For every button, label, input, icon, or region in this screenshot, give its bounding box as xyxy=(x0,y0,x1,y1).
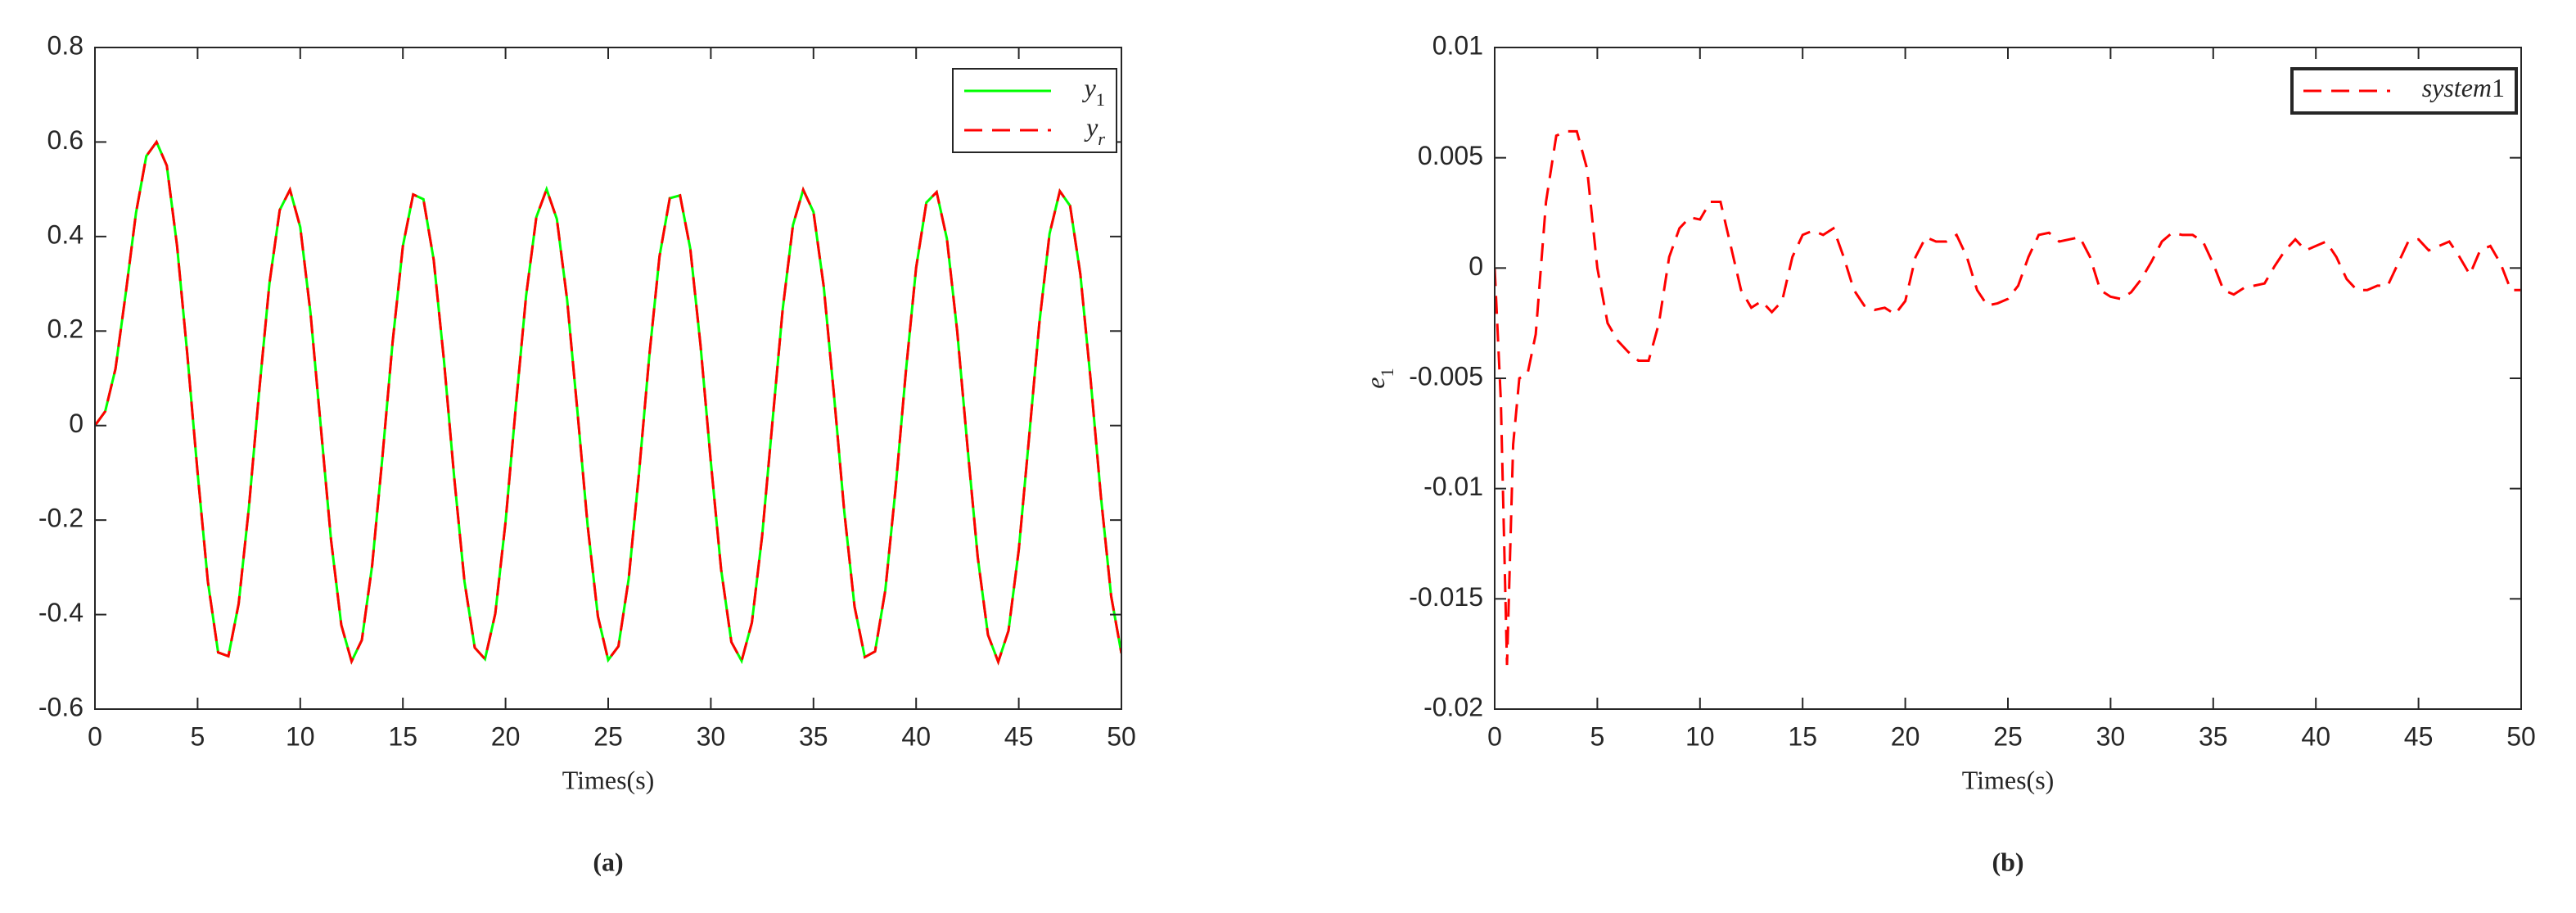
x-tick-label: 20 xyxy=(491,721,521,751)
plot-area xyxy=(1495,47,2521,709)
y-tick-label: 0.2 xyxy=(47,314,83,344)
x-tick-label: 0 xyxy=(1487,721,1502,751)
x-tick-label: 30 xyxy=(2096,721,2126,751)
legend-box xyxy=(2290,67,2518,115)
x-tick-label: 40 xyxy=(901,721,931,751)
y-tick-label: -0.01 xyxy=(1423,472,1483,501)
y-tick-label: 0.8 xyxy=(47,30,83,60)
x-tick-label: 5 xyxy=(1590,721,1605,751)
x-tick-label: 15 xyxy=(388,721,417,751)
y-tick-label: 0 xyxy=(1468,251,1483,281)
legend-label: y1 xyxy=(1082,73,1105,109)
x-tick-label: 0 xyxy=(88,721,102,751)
y-tick-label: -0.6 xyxy=(38,692,83,721)
data-line xyxy=(95,139,1121,666)
y-tick-label: -0.015 xyxy=(1409,582,1483,612)
data-line xyxy=(1495,129,2521,666)
x-axis-label: Times(s) xyxy=(562,765,655,794)
legend-label: yr xyxy=(1084,112,1105,148)
x-tick-label: 45 xyxy=(2404,721,2434,751)
y-tick-label: 0.005 xyxy=(1418,141,1483,170)
y-tick-label: -0.02 xyxy=(1423,692,1483,721)
x-tick-label: 35 xyxy=(2199,721,2228,751)
x-tick-label: 45 xyxy=(1004,721,1034,751)
y-tick-label: 0 xyxy=(69,409,83,438)
x-tick-label: 10 xyxy=(286,721,315,751)
x-axis-label: Times(s) xyxy=(1962,765,2055,794)
y-tick-label: -0.2 xyxy=(38,504,83,533)
x-tick-label: 15 xyxy=(1788,721,1817,751)
plot-area xyxy=(95,47,1121,709)
x-tick-label: 20 xyxy=(1891,721,1920,751)
x-tick-label: 35 xyxy=(799,721,828,751)
y-tick-label: -0.4 xyxy=(38,598,83,627)
y-tick-label: 0.01 xyxy=(1432,30,1483,60)
y-tick-label: -0.005 xyxy=(1409,361,1483,391)
y-axis-label: e1 xyxy=(1360,368,1396,388)
y-tick-label: 0.4 xyxy=(47,219,83,249)
x-tick-label: 30 xyxy=(697,721,726,751)
x-tick-label: 50 xyxy=(2506,721,2536,751)
x-tick-label: 5 xyxy=(191,721,205,751)
y-tick-label: 0.6 xyxy=(47,125,83,155)
legend-label: system1 xyxy=(2422,73,2505,102)
x-tick-label: 25 xyxy=(1993,721,2023,751)
x-tick-label: 50 xyxy=(1107,721,1136,751)
legend-box xyxy=(952,68,1117,153)
x-tick-label: 10 xyxy=(1685,721,1715,751)
caption: (a) xyxy=(593,847,623,876)
x-tick-label: 40 xyxy=(2301,721,2330,751)
x-tick-label: 25 xyxy=(593,721,623,751)
caption: (b) xyxy=(1992,847,2023,876)
